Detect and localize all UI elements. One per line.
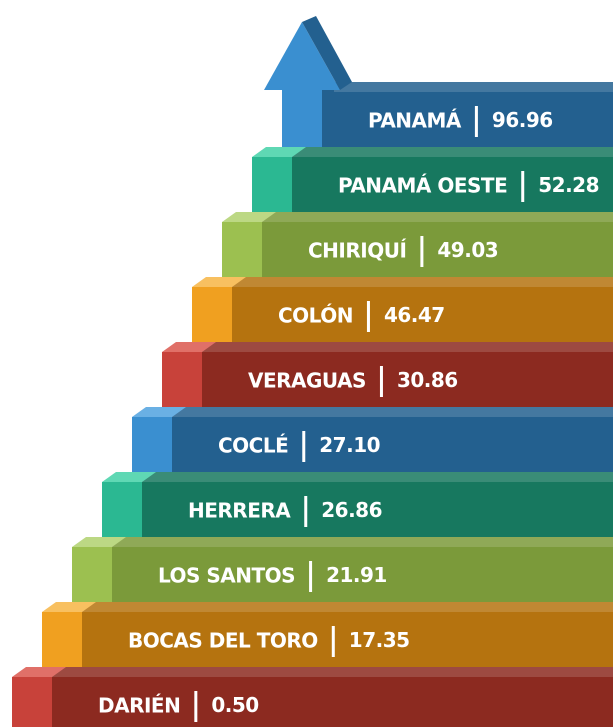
step-top: [50, 667, 613, 677]
step-name: PANAMÁ OESTE: [338, 173, 507, 197]
cube-top: [192, 277, 246, 287]
cube-top: [222, 212, 276, 222]
step-label: COCLÉ: [218, 433, 288, 457]
step-value: 46.47: [384, 303, 445, 327]
step-name: DARIÉN: [98, 693, 180, 717]
step-label: DARIÉN: [98, 693, 180, 717]
step-front: [200, 352, 613, 407]
step-label: PANAMÁ: [368, 108, 462, 132]
step-front: [140, 482, 613, 537]
step-label: VERAGUAS: [248, 368, 366, 392]
step-value: 49.03: [437, 238, 498, 262]
separator: [304, 496, 308, 527]
step-label: LOS SANTOS: [158, 563, 295, 587]
cube-front: [252, 157, 292, 212]
step-label: COLÓN: [278, 303, 353, 327]
step-front: [170, 417, 613, 472]
separator: [521, 171, 525, 202]
step-name: COLÓN: [278, 303, 353, 327]
step-top: [290, 147, 613, 157]
step-name: HERRERA: [188, 498, 291, 522]
step-label: HERRERA: [188, 498, 291, 522]
cube-front: [72, 547, 112, 602]
cube-front: [12, 677, 52, 727]
step-top: [80, 602, 613, 612]
step-value: 21.91: [326, 563, 387, 587]
separator: [309, 561, 313, 592]
step-name: PANAMÁ: [368, 108, 462, 132]
step-front: [50, 677, 613, 727]
cube-front: [102, 482, 142, 537]
step-label: PANAMÁ OESTE: [338, 173, 507, 197]
step-value: 26.86: [321, 498, 382, 522]
cube-top: [72, 537, 126, 547]
cube-front: [192, 287, 232, 342]
step-value: 17.35: [349, 628, 410, 652]
step-name: LOS SANTOS: [158, 563, 295, 587]
step-top: [200, 342, 613, 352]
step-front: [230, 287, 613, 342]
arrow-head-side: [302, 16, 352, 90]
step-name: BOCAS DEL TORO: [128, 628, 318, 652]
step-name: CHIRIQUÍ: [308, 238, 406, 262]
separator: [366, 301, 370, 332]
step-name: VERAGUAS: [248, 368, 366, 392]
step-value: 52.28: [538, 173, 599, 197]
arrow-shaft: [282, 90, 322, 147]
step-top: [230, 277, 613, 287]
separator: [379, 366, 383, 397]
step-front: [320, 92, 613, 147]
cube-front: [42, 612, 82, 667]
separator: [194, 691, 198, 722]
step-top: [140, 472, 613, 482]
step-front: [290, 157, 613, 212]
step-value: 0.50: [211, 693, 258, 717]
step-value: 96.96: [492, 108, 553, 132]
separator: [331, 626, 335, 657]
separator: [420, 236, 424, 267]
step-name: COCLÉ: [218, 433, 288, 457]
step-front: [260, 222, 613, 277]
step-front: [80, 612, 613, 667]
separator: [302, 431, 306, 462]
step-front: [110, 547, 613, 602]
separator: [474, 106, 478, 137]
step-top: [260, 212, 613, 222]
arrow-head: [264, 22, 340, 90]
step-value: 30.86: [397, 368, 458, 392]
arrow-shaft-side: [322, 82, 334, 147]
step-label: BOCAS DEL TORO: [128, 628, 318, 652]
cube-top: [132, 407, 186, 417]
cube-front: [132, 417, 172, 472]
step-top: [170, 407, 613, 417]
cube-top: [252, 147, 306, 157]
cube-top: [162, 342, 216, 352]
step-top: [110, 537, 613, 547]
cube-front: [222, 222, 262, 277]
step-label: CHIRIQUÍ: [308, 238, 406, 262]
step-top: [320, 82, 613, 92]
cube-top: [12, 667, 66, 677]
cube-top: [102, 472, 156, 482]
cube-front: [162, 352, 202, 407]
cube-top: [42, 602, 96, 612]
step-value: 27.10: [319, 433, 380, 457]
